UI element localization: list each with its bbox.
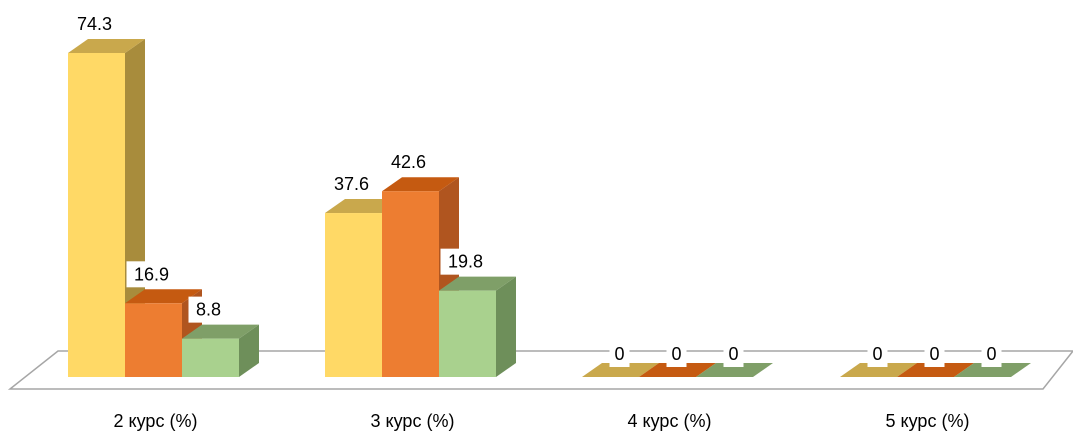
data-label-text: 0: [929, 344, 939, 364]
x-tick-label: 2 курс (%): [114, 411, 198, 431]
data-label-bg: [723, 341, 744, 367]
data-label: 19.8: [440, 248, 491, 275]
bar: [182, 324, 259, 377]
x-tick-label: 5 курс (%): [886, 411, 970, 431]
data-label-text: 19.8: [448, 252, 483, 272]
data-label-text: 74.3: [77, 14, 112, 34]
data-label-bg: [924, 341, 945, 367]
bar: [582, 363, 659, 377]
bar-front: [125, 303, 182, 377]
bar-top: [125, 289, 202, 304]
bar-top: [68, 39, 145, 53]
data-label-bg: [609, 341, 630, 367]
bar-front: [439, 290, 496, 377]
bar: [68, 39, 145, 377]
bar: [840, 363, 917, 377]
data-label-text: 8.8: [196, 300, 221, 320]
floor-outline: [7, 350, 1073, 390]
data-label: 16.9: [126, 261, 177, 288]
data-labels: 74.3 16.9 8.8 37.6 42.6 19.8 0 0 0 0 0 0: [69, 11, 1002, 367]
data-label-bg: [326, 171, 377, 198]
data-label: 42.6: [383, 149, 434, 176]
data-label-bg: [69, 11, 120, 37]
bar: [954, 363, 1031, 377]
data-label-bg: [188, 296, 229, 323]
chart-floor: [7, 350, 1073, 390]
bar-top: [840, 363, 917, 377]
bar-front: [325, 213, 382, 377]
data-label-bg: [440, 248, 491, 275]
data-label-text: 37.6: [334, 174, 369, 194]
data-label-text: 0: [872, 344, 882, 364]
data-label-text: 0: [614, 344, 624, 364]
data-label: 8.8: [188, 296, 229, 323]
bar-front: [182, 338, 239, 377]
x-tick-label: 3 курс (%): [371, 411, 455, 431]
data-label-text: 0: [728, 344, 738, 364]
data-label-bg: [126, 261, 177, 288]
bar: [639, 363, 716, 377]
data-label-bg: [666, 341, 687, 367]
bar-top: [954, 363, 1031, 377]
data-label-text: 42.6: [391, 152, 426, 172]
bar-side: [239, 324, 259, 377]
data-label-text: 0: [986, 344, 996, 364]
bar: [439, 276, 516, 377]
data-label: 74.3: [69, 11, 120, 37]
category-axis: 2 курс (%) 3 курс (%) 4 курс (%) 5 курс (%): [114, 411, 970, 431]
bar-top: [182, 324, 259, 339]
data-label: 0: [666, 341, 687, 367]
bar: [897, 363, 974, 377]
bar-side: [496, 276, 516, 377]
bar-front: [68, 53, 125, 377]
data-label: 0: [609, 341, 630, 367]
data-label: 0: [924, 341, 945, 367]
bar-series: [68, 39, 1031, 377]
bar-side: [125, 39, 145, 377]
bar-top: [439, 276, 516, 291]
data-label: 0: [723, 341, 744, 367]
data-label-bg: [383, 149, 434, 176]
bar: [696, 363, 773, 377]
data-label-text: 16.9: [134, 264, 169, 284]
bar-top: [382, 177, 459, 192]
data-label: 37.6: [326, 171, 377, 198]
bar-top: [582, 363, 659, 377]
bar-front: [382, 191, 439, 377]
data-label-bg: [867, 341, 888, 367]
data-label-bg: [981, 341, 1002, 367]
data-label: 0: [867, 341, 888, 367]
bar-top: [897, 363, 974, 377]
x-tick-label: 4 курс (%): [628, 411, 712, 431]
bar-top: [696, 363, 773, 377]
bar-top: [639, 363, 716, 377]
data-label-text: 0: [671, 344, 681, 364]
data-label: 0: [981, 341, 1002, 367]
